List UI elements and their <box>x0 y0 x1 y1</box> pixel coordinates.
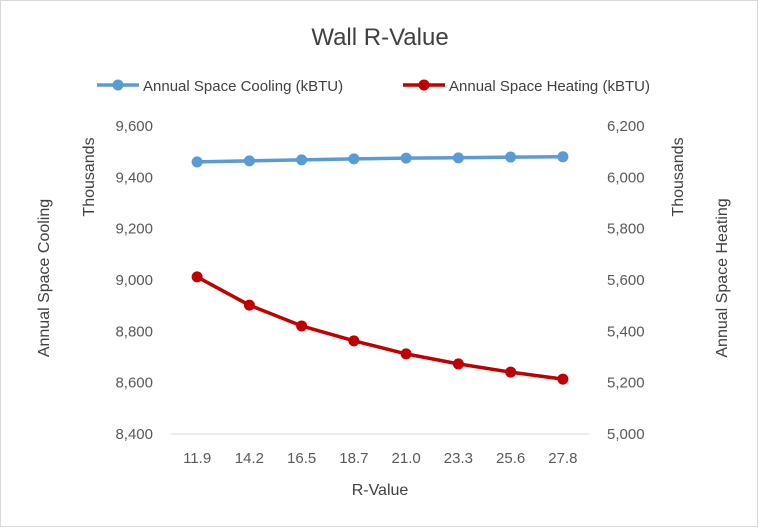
x-axis-tick-label: 25.6 <box>496 450 525 467</box>
left-axis-units-label: Thousands <box>81 137 98 216</box>
left-axis-tick-label: 8,600 <box>115 375 153 392</box>
data-point-cooling <box>505 151 517 163</box>
data-point-cooling <box>557 151 569 163</box>
series-heating <box>191 271 569 385</box>
data-point-cooling <box>191 156 203 168</box>
x-axis-tick-label: 18.7 <box>339 450 368 467</box>
data-point-cooling <box>348 153 360 165</box>
left-axis-tick-label: 8,400 <box>115 426 153 443</box>
right-axis-tick-label: 5,400 <box>607 323 645 340</box>
data-point-heating <box>505 366 517 378</box>
x-axis-tick-label: 14.2 <box>235 450 264 467</box>
left-axis-tick-label: 8,800 <box>115 323 153 340</box>
series-layer <box>191 151 569 385</box>
x-axis-tick-label: 23.3 <box>444 450 473 467</box>
right-axis-tick-labels: 6,200 6,000 5,800 5,600 5,400 5,200 5,000 <box>607 118 645 443</box>
data-point-cooling <box>400 152 412 164</box>
data-point-heating <box>557 373 569 385</box>
left-axis-tick-label: 9,000 <box>115 272 153 289</box>
data-point-cooling <box>243 155 255 167</box>
x-axis-tick-label: 16.5 <box>287 450 316 467</box>
right-axis-tick-label: 5,200 <box>607 375 645 392</box>
x-axis-tick-labels: 11.9 14.2 16.5 18.7 21.0 23.3 25.6 27.8 <box>183 450 577 467</box>
data-point-heating <box>348 335 360 347</box>
right-axis-tick-label: 6,200 <box>607 118 645 135</box>
data-point-cooling <box>452 152 464 164</box>
x-axis-tick-label: 21.0 <box>392 450 421 467</box>
x-axis-title: R-Value <box>352 482 409 499</box>
data-point-heating <box>296 320 308 332</box>
right-axis-units-label: Thousands <box>670 137 687 216</box>
data-point-cooling <box>296 154 308 166</box>
series-line-heating <box>196 275 564 381</box>
x-axis-tick-label: 27.8 <box>548 450 577 467</box>
legend-label-cooling: Annual Space Cooling (kBTU) <box>143 78 343 95</box>
series-cooling <box>191 151 569 168</box>
legend-label-heating: Annual Space Heating (kBTU) <box>449 78 650 95</box>
data-point-heating <box>452 358 464 370</box>
left-axis-tick-label: 9,400 <box>115 169 153 186</box>
legend-marker-heating <box>418 79 430 91</box>
left-axis-tick-labels: 9,600 9,400 9,200 9,000 8,800 8,600 8,400 <box>115 118 153 443</box>
series-line-cooling <box>197 155 563 164</box>
right-axis-tick-label: 5,800 <box>607 221 645 238</box>
right-axis-tick-label: 5,000 <box>607 426 645 443</box>
right-axis-tick-label: 5,600 <box>607 272 645 289</box>
right-axis-tick-label: 6,000 <box>607 169 645 186</box>
data-point-heating <box>400 348 412 360</box>
chart-title: Wall R-Value <box>311 24 448 51</box>
legend: Annual Space Cooling (kBTU) Annual Space… <box>97 78 650 95</box>
data-point-heating <box>243 299 255 311</box>
legend-marker-cooling <box>112 79 124 91</box>
x-axis-tick-label: 11.9 <box>183 450 211 467</box>
left-axis-tick-label: 9,200 <box>115 221 153 238</box>
left-axis-tick-label: 9,600 <box>115 118 153 135</box>
data-point-heating <box>191 271 203 283</box>
right-axis-title: Annual Space Heating <box>714 198 731 357</box>
left-axis-title: Annual Space Cooling <box>36 199 53 357</box>
